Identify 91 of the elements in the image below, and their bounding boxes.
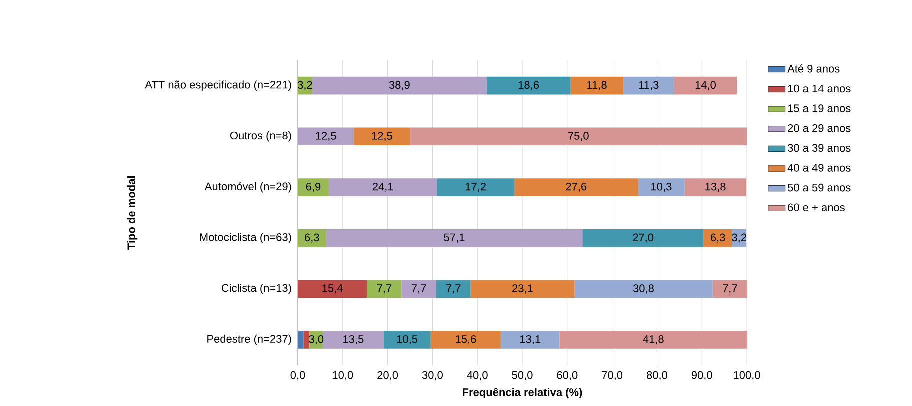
bar — [582, 229, 704, 248]
bar — [410, 128, 748, 146]
y-tick-label: Pedestre (n=237) — [208, 334, 292, 346]
data-label: 27,0 — [633, 234, 654, 243]
data-label: 75,0 — [568, 132, 589, 142]
data-label: 13,8 — [706, 182, 726, 192]
legend-label: 30 a 39 anos — [788, 144, 851, 152]
data-label: 57,1 — [444, 234, 465, 243]
bar — [367, 280, 402, 298]
data-label: 11,8 — [588, 81, 607, 90]
data-label: 6,3 — [305, 234, 320, 243]
bar — [624, 76, 674, 95]
data-label: 14,0 — [696, 81, 716, 90]
bar — [326, 229, 583, 248]
y-axis-title: Tipo de modal — [127, 176, 138, 250]
bar — [704, 229, 732, 248]
bar — [354, 128, 410, 146]
data-label: 7,7 — [723, 284, 738, 294]
legend-label: 10 a 14 anos — [788, 84, 851, 93]
bar — [298, 229, 326, 248]
legend-label: 60 e + anos — [788, 204, 845, 212]
bar — [436, 280, 471, 298]
x-tick-label: 40,0 — [467, 371, 488, 380]
data-label: 23,1 — [512, 284, 533, 294]
x-tick-label: 100,0 — [734, 371, 760, 380]
data-label: 27,6 — [566, 182, 587, 192]
data-label: 13,1 — [520, 335, 541, 345]
x-tick-label: 50,0 — [512, 371, 533, 380]
data-label: 7,7 — [446, 284, 461, 294]
data-label: 38,9 — [389, 81, 410, 90]
bar — [487, 76, 571, 95]
bar — [684, 178, 747, 196]
data-label: 41,8 — [643, 335, 664, 345]
data-label: 3,2 — [298, 81, 312, 90]
y-tick-label: Automóvel (n=29) — [204, 182, 292, 193]
x-tick-label: 80,0 — [646, 371, 668, 380]
bar — [560, 331, 748, 349]
bar — [298, 280, 368, 298]
x-tick-label: 20,0 — [378, 371, 398, 380]
data-label: 17,2 — [466, 182, 486, 192]
bar — [437, 178, 514, 196]
x-tick-label: 90,0 — [692, 371, 712, 380]
x-tick-label: 10,0 — [333, 371, 354, 380]
legend-label: Até 9 anos — [788, 64, 840, 73]
data-label: 15,6 — [456, 335, 476, 345]
bar — [570, 76, 624, 95]
data-label: 12,5 — [316, 132, 336, 142]
bar — [323, 331, 384, 349]
bar — [304, 331, 310, 349]
y-tick-label: Outros (n=8) — [230, 132, 292, 142]
data-label: 11,3 — [639, 81, 659, 90]
data-label: 12,5 — [372, 132, 392, 142]
bar — [470, 280, 575, 298]
y-tick-label: Motociclista (n=63) — [200, 233, 292, 244]
bar — [574, 280, 713, 298]
legend-label: 20 a 29 anos — [788, 124, 851, 132]
bar — [298, 331, 304, 349]
x-tick-label: 0,0 — [290, 371, 306, 380]
x-tick-label: 60,0 — [557, 371, 578, 380]
data-label: 6,3 — [710, 234, 726, 243]
legend-label: 50 a 59 anos — [788, 184, 851, 192]
data-label: 6,9 — [306, 182, 321, 192]
data-label: 10,3 — [652, 182, 672, 192]
x-tick-label: 70,0 — [602, 371, 623, 380]
bar — [298, 128, 354, 146]
y-tick-label: ATT não especificado (n=221) — [145, 80, 292, 91]
data-label: 10,5 — [397, 335, 418, 345]
legend-label: 40 a 49 anos — [788, 164, 851, 172]
bar — [500, 331, 560, 349]
bar — [328, 178, 438, 196]
bar — [430, 331, 501, 349]
y-tick-label: Ciclista (n=13) — [222, 284, 292, 294]
data-label: 3,2 — [732, 234, 746, 243]
bar — [298, 178, 329, 196]
data-label: 15,4 — [322, 284, 343, 294]
bar — [514, 178, 638, 196]
bar — [384, 331, 431, 349]
bar — [312, 76, 488, 95]
data-label: 30,8 — [633, 284, 654, 294]
bar — [712, 280, 748, 298]
data-label: 13,5 — [344, 335, 364, 345]
x-axis-title: Frequência relativa (%) — [463, 388, 582, 399]
data-label: 7,7 — [412, 284, 426, 294]
bar — [402, 280, 436, 298]
data-label: 24,1 — [372, 182, 394, 192]
data-label: 7,7 — [377, 284, 392, 294]
x-tick-label: 30,0 — [422, 371, 443, 380]
bar — [638, 178, 685, 196]
data-label: 18,6 — [518, 81, 540, 90]
legend-label: 15 a 19 anos — [788, 104, 851, 112]
bar — [674, 76, 738, 95]
